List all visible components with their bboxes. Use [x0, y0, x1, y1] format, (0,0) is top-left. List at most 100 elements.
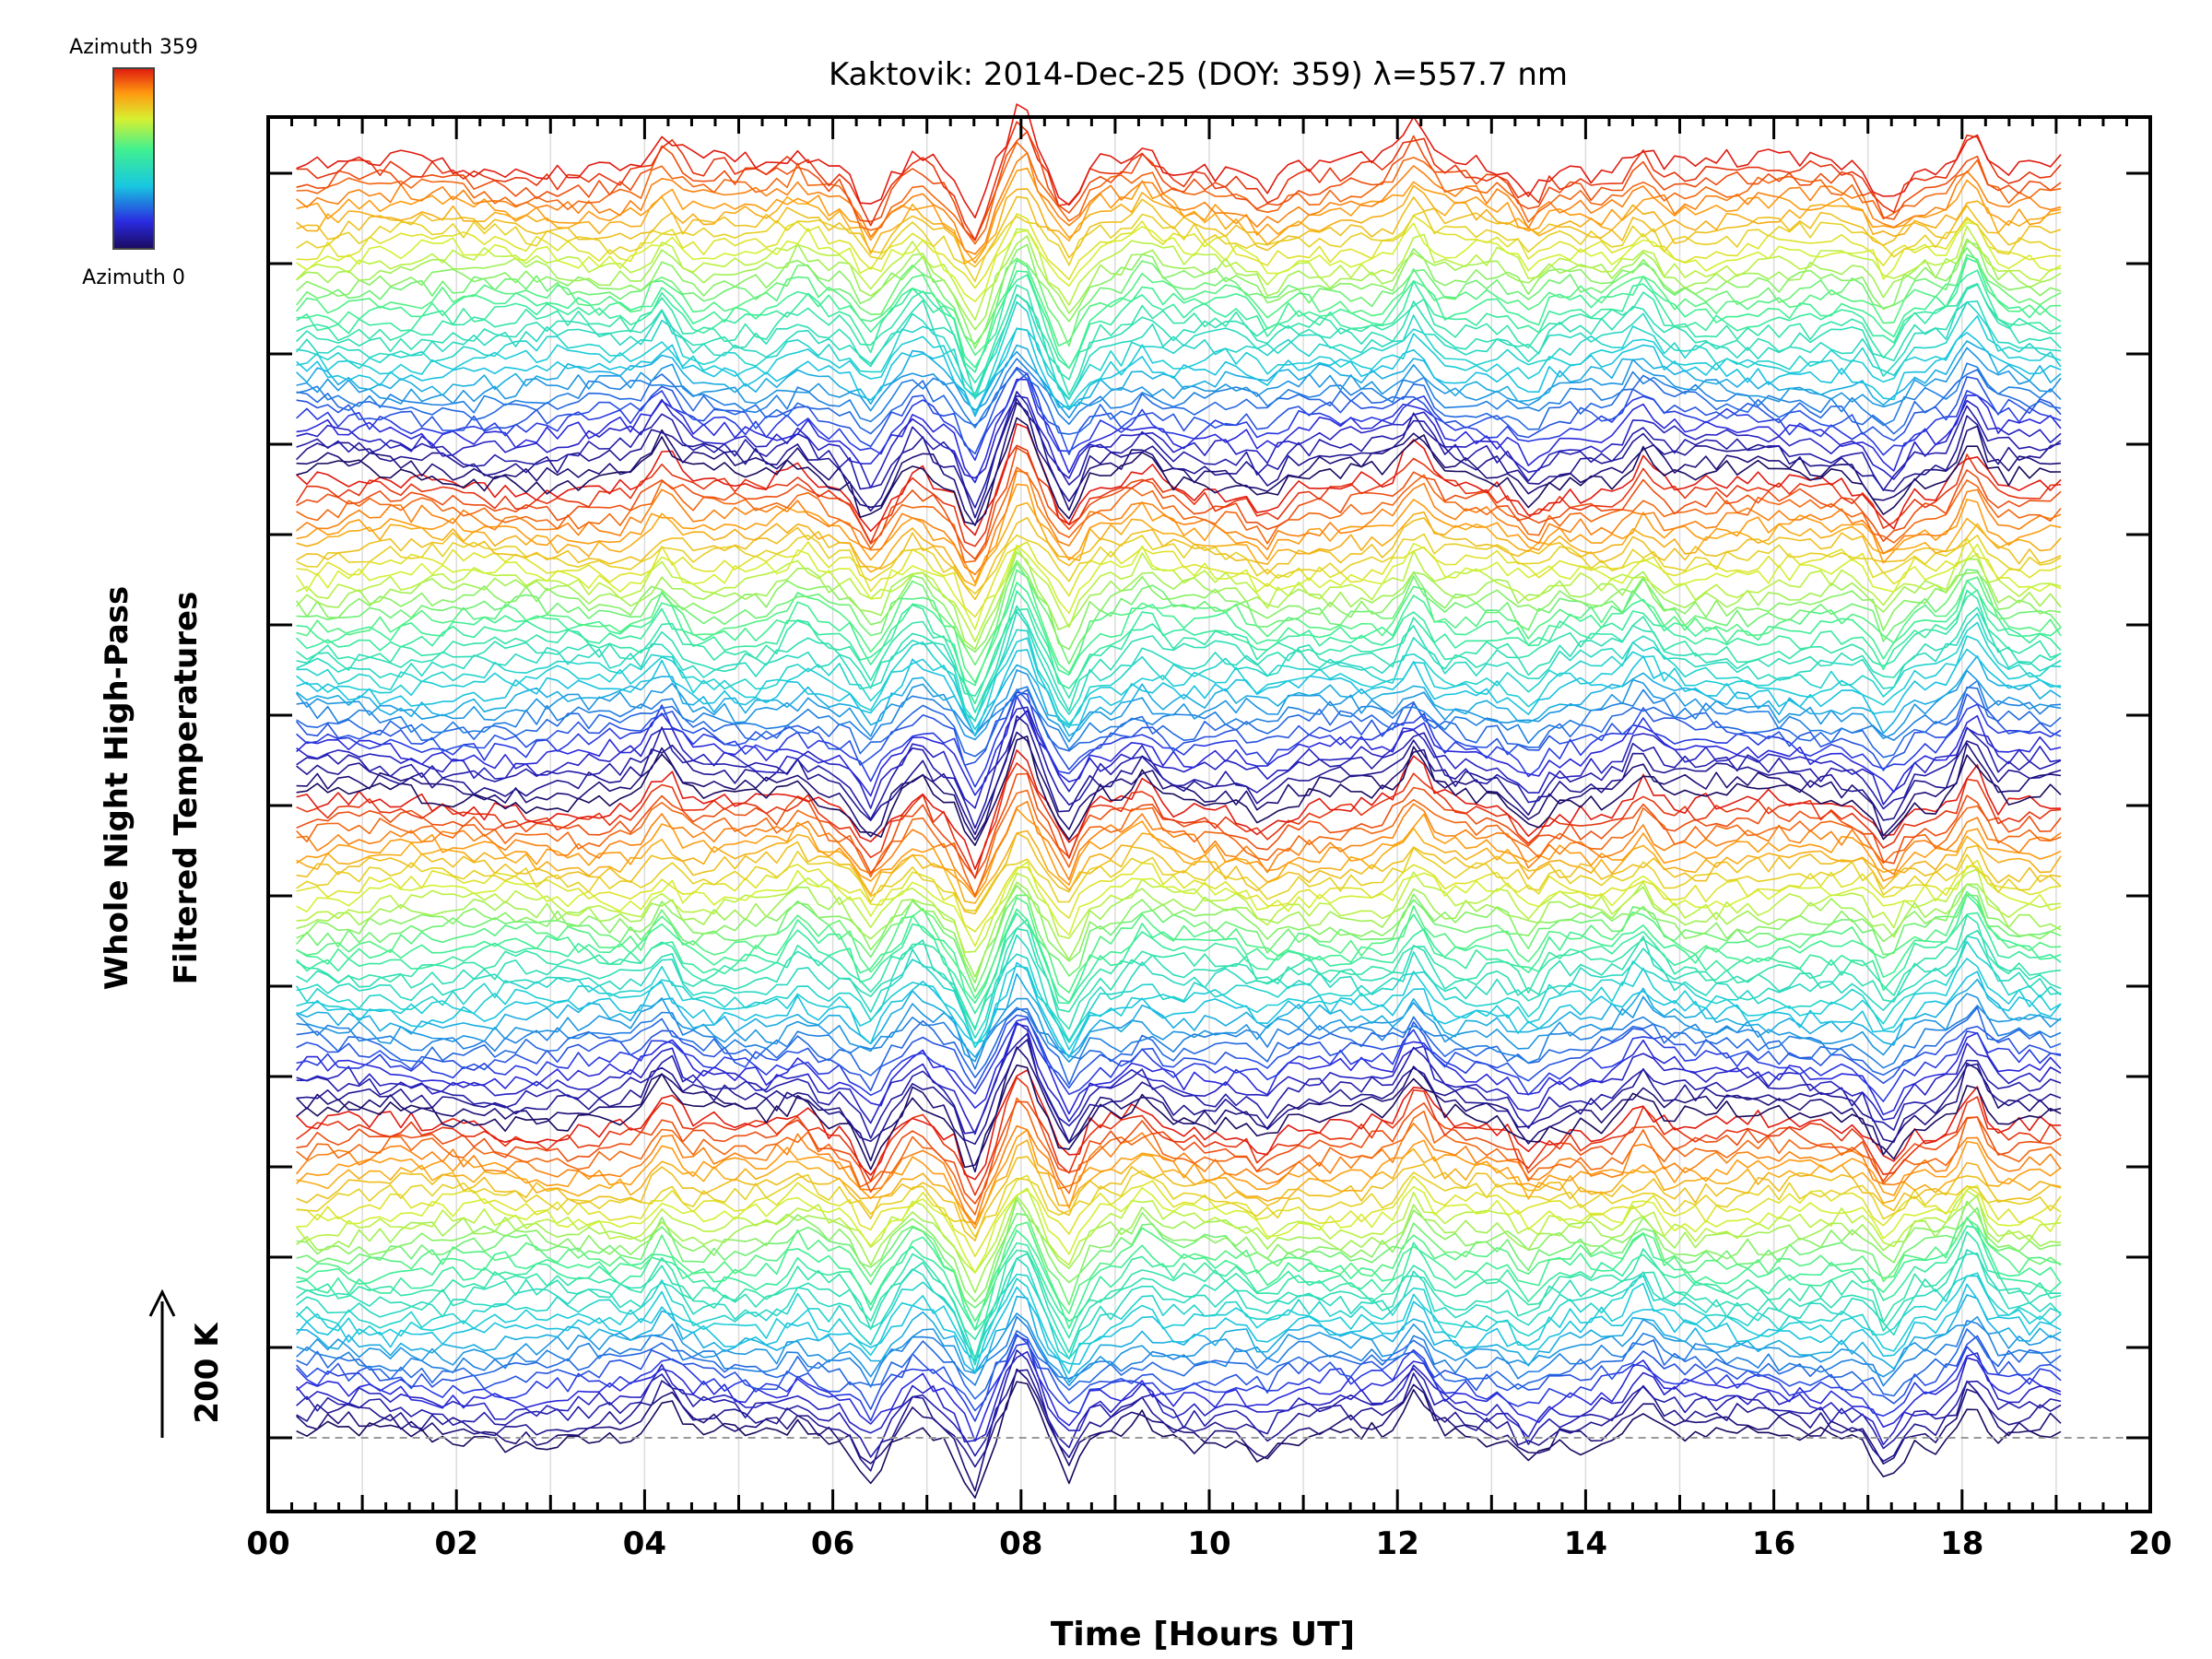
temperature-trace: [296, 695, 2062, 797]
temperature-trace: [296, 749, 2062, 870]
temperature-trace: [296, 1129, 2062, 1230]
temperature-trace: [296, 184, 2062, 265]
colorbar: Azimuth 359 Azimuth 0: [69, 36, 198, 289]
temperature-trace: [295, 293, 2062, 400]
temperature-trace: [296, 589, 2062, 705]
temperature-trace: [296, 284, 2062, 400]
temperature-trace: [296, 621, 2062, 725]
temperature-trace: [296, 610, 2062, 723]
temperature-trace: [296, 1021, 2062, 1135]
colorbar-gradient: [112, 67, 155, 250]
x-tick-label: 02: [435, 1525, 478, 1562]
temperature-trace: [295, 542, 2062, 630]
temperature-trace: [296, 501, 2062, 587]
scale-arrow-head: [148, 1288, 176, 1317]
temperature-trace: [295, 1283, 2062, 1365]
temperature-trace: [296, 1077, 2062, 1196]
temperature-trace: [296, 859, 2062, 933]
temperature-trace: [296, 800, 2062, 896]
x-axis-label: Time [Hours UT]: [1051, 1616, 1355, 1653]
temperature-trace: [296, 914, 2062, 1031]
temperature-trace: [296, 1184, 2062, 1274]
temperature-trace: [296, 1139, 2062, 1224]
temperature-trace: [296, 679, 2062, 750]
temperature-trace: [295, 1350, 2062, 1446]
temperature-trace: [296, 1100, 2062, 1205]
temperature-trace: [296, 881, 2062, 978]
temperature-trace: [296, 1194, 2062, 1294]
temperature-trace: [296, 1272, 2062, 1359]
colorbar-bottom-label: Azimuth 0: [82, 266, 185, 289]
y-ticks: [268, 171, 2150, 1440]
temperature-trace: [296, 423, 2062, 536]
temperature-trace: [296, 580, 2062, 687]
temperature-trace: [296, 1097, 2062, 1216]
temperature-trace: [296, 1217, 2062, 1331]
temperature-trace: [296, 327, 2062, 415]
temperature-trace: [296, 868, 2062, 953]
temperature-trace: [296, 562, 2062, 666]
temperature-trace: [296, 241, 2062, 349]
temperature-trace: [296, 1230, 2062, 1340]
temperature-trace: [296, 1218, 2062, 1323]
temperature-trace: [296, 927, 2062, 1030]
x-tick-label: 06: [811, 1525, 854, 1562]
temperature-trace: [296, 890, 2062, 999]
temperature-trace: [296, 372, 2062, 461]
temperature-trace: [296, 1253, 2062, 1359]
temperature-trace: [296, 131, 2062, 241]
x-tick-label: 18: [1940, 1525, 1983, 1562]
plot-frame: [266, 115, 2152, 1513]
temperature-trace: [295, 688, 2062, 771]
temperature-trace: [296, 1032, 2062, 1139]
temperature-trace: [296, 221, 2062, 302]
temperature-trace: [296, 1249, 2062, 1366]
y-axis-label: Whole Night High-Pass Filtered Temperatu…: [99, 586, 205, 991]
temperature-trace: [296, 213, 2062, 289]
temperature-trace: [296, 1328, 2062, 1400]
temperature-trace: [296, 1174, 2062, 1257]
x-tick-label: 08: [999, 1525, 1042, 1562]
temperature-trace: [296, 347, 2062, 419]
temperature-trace: [296, 934, 2062, 1042]
x-tick-label: 04: [623, 1525, 666, 1562]
temperature-trace: [296, 547, 2062, 642]
temperature-trace: [295, 1187, 2062, 1274]
temperature-trace: [296, 1046, 2062, 1173]
temperature-trace: [296, 772, 2062, 878]
temperature-trace: [296, 1294, 2062, 1383]
temperature-trace: [296, 470, 2062, 576]
temperature-trace: [296, 710, 2062, 830]
temperature-trace: [296, 883, 2062, 984]
temperature-trace: [295, 669, 2062, 743]
temperature-trace: [296, 1198, 2062, 1302]
temperature-trace: [296, 807, 2062, 899]
temperature-trace: [296, 1170, 2062, 1238]
temperature-trace: [296, 912, 2062, 1015]
temperature-trace: [296, 958, 2062, 1051]
temperature-trace: [296, 417, 2062, 525]
scale-label: 200 K: [189, 1322, 226, 1424]
scale-indicator: 200 K: [148, 1288, 226, 1438]
x-tick-label: 16: [1752, 1525, 1795, 1562]
temperature-trace: [296, 1069, 2062, 1181]
temperature-trace: [295, 253, 2062, 357]
temperature-trace: [296, 1335, 2062, 1442]
temperature-trace: [296, 894, 2062, 1004]
temperature-trace: [296, 1014, 2062, 1091]
temperature-trace: [295, 1123, 2062, 1226]
temperature-trace: [296, 1018, 2062, 1102]
temperature-trace: [296, 516, 2062, 601]
temperature-trace: [296, 391, 2062, 509]
temperature-trace: [296, 466, 2062, 563]
temperature-trace: [296, 686, 2062, 759]
x-tick-label: 12: [1376, 1525, 1419, 1562]
temperature-trace: [296, 195, 2062, 268]
temperature-trace: [295, 1023, 2062, 1116]
temperature-trace: [296, 1315, 2062, 1388]
chart-title: Kaktovik: 2014-Dec-25 (DOY: 359) λ=557.7…: [829, 56, 1568, 93]
temperature-trace: [296, 225, 2062, 321]
temperature-trace: [296, 315, 2062, 409]
temperature-trace: [296, 1312, 2062, 1387]
temperature-trace: [296, 447, 2062, 560]
